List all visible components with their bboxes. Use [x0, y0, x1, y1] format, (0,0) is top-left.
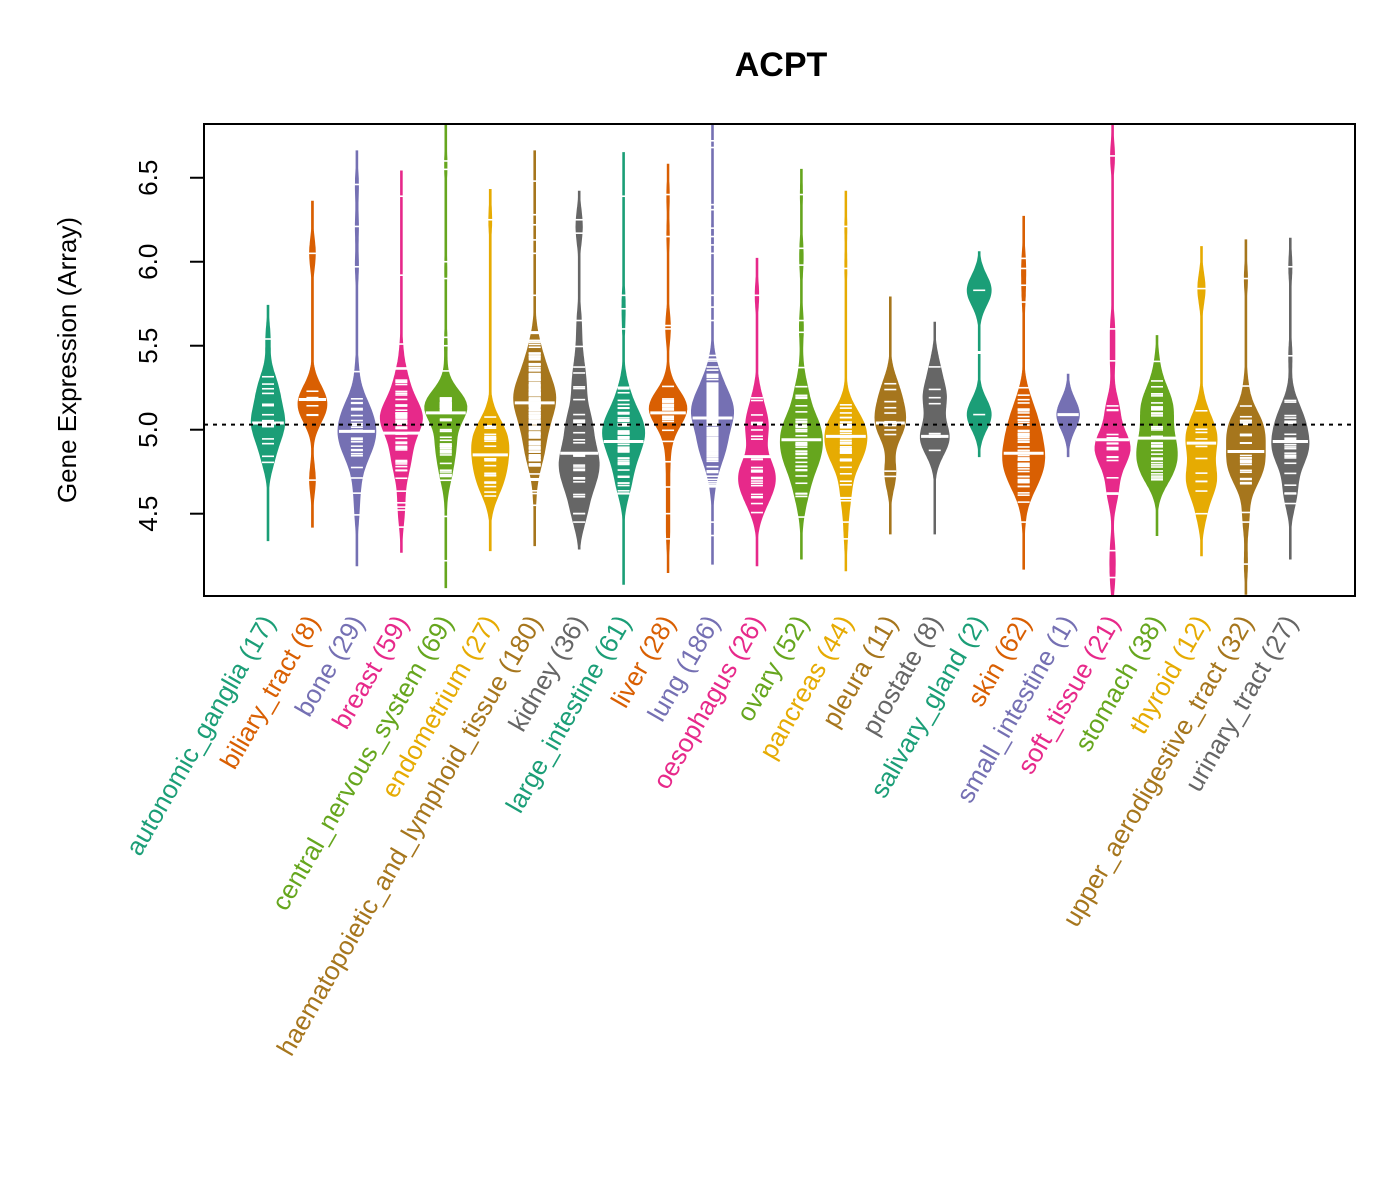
bean-ovary — [779, 168, 823, 560]
bean-shape — [824, 190, 868, 572]
bean-shape — [1271, 237, 1310, 560]
bean-shape — [691, 123, 734, 565]
bean-shape — [558, 190, 600, 550]
bean-shape — [424, 123, 468, 589]
bean-shape — [471, 189, 510, 552]
bean-shape — [779, 168, 823, 560]
bean-shape — [379, 170, 423, 553]
bean-haematopoietic_and_lymphoid_tissue — [513, 150, 557, 547]
bean-shape — [1094, 123, 1131, 597]
bean-endometrium — [471, 189, 510, 552]
bean-shape — [513, 150, 557, 547]
y-tick-label: 6.5 — [133, 160, 163, 196]
bean-shape — [966, 251, 992, 458]
y-axis-label: Gene Expression (Array) — [52, 217, 82, 503]
y-tick-label: 5.0 — [133, 412, 163, 448]
bean-shape — [874, 296, 907, 535]
bean-large_intestine — [602, 152, 646, 585]
bean-bone — [337, 150, 377, 567]
bean-shape — [1136, 335, 1178, 536]
bean-shape — [648, 163, 688, 573]
bean-urinary_tract — [1271, 237, 1310, 560]
bean-pancreas — [824, 190, 868, 572]
bean-liver — [648, 163, 688, 573]
bean-small_intestine — [1056, 373, 1080, 458]
y-tick-label: 5.5 — [133, 328, 163, 364]
bean-kidney — [558, 190, 600, 550]
bean-shape — [297, 200, 328, 528]
bean-shape — [1185, 246, 1218, 557]
bean-thyroid — [1185, 246, 1218, 557]
plot-frame — [203, 123, 1356, 597]
bean-central_nervous_system — [424, 123, 468, 589]
y-tick-label: 6.0 — [133, 244, 163, 280]
bean-shape — [738, 257, 776, 567]
bean-soft_tissue — [1094, 123, 1131, 597]
bean-skin — [1002, 215, 1046, 570]
bean-shape — [602, 152, 646, 585]
bean-shape — [919, 321, 950, 535]
bean-prostate — [919, 321, 950, 535]
bean-breast — [379, 170, 423, 553]
beans-layer — [250, 123, 1310, 597]
bean-stomach — [1136, 335, 1178, 536]
bean-shape — [1002, 215, 1046, 570]
y-axis: 4.5 5.0 5.5 6.0 6.5 — [133, 160, 204, 532]
chart-title: ACPT — [735, 46, 828, 84]
bean-upper_aerodigestive_tract — [1226, 239, 1266, 595]
bean-pleura — [874, 296, 907, 535]
bean-autonomic_ganglia — [250, 304, 286, 542]
y-tick-label: 4.5 — [133, 496, 163, 532]
bean-shape — [337, 150, 377, 567]
bean-salivary_gland — [966, 251, 992, 458]
bean-lung — [691, 123, 734, 565]
bean-oesophagus — [738, 257, 776, 567]
x-axis-labels: autonomic_ganglia (17)biliary_tract (8)b… — [119, 610, 1303, 1061]
bean-biliary_tract — [297, 200, 328, 528]
